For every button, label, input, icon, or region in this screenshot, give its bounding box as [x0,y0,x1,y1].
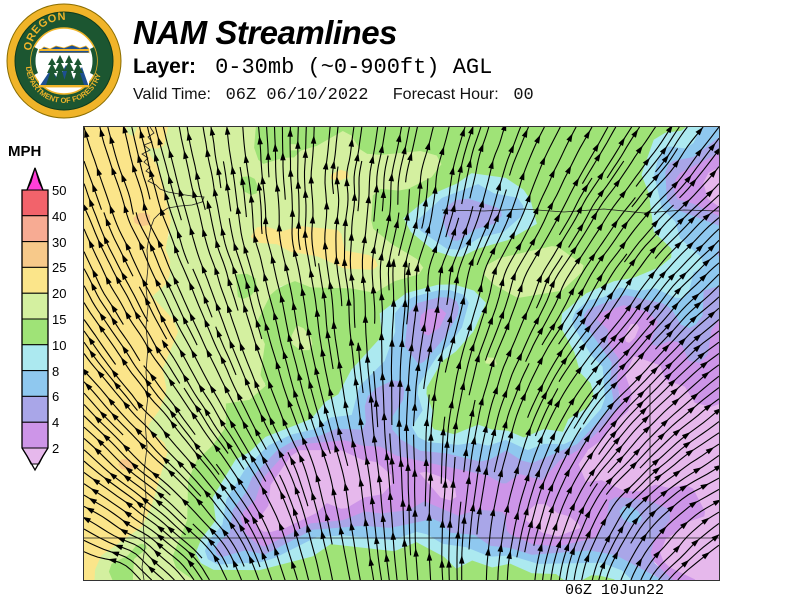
svg-text:25: 25 [52,260,66,275]
svg-text:50: 50 [52,183,66,198]
svg-text:10: 10 [52,338,66,353]
svg-text:40: 40 [52,209,66,224]
svg-text:2: 2 [52,441,59,456]
svg-text:4: 4 [52,415,59,430]
svg-text:30: 30 [52,235,66,250]
svg-text:8: 8 [52,364,59,379]
svg-text:6: 6 [52,389,59,404]
svg-text:15: 15 [52,312,66,327]
svg-text:20: 20 [52,286,66,301]
